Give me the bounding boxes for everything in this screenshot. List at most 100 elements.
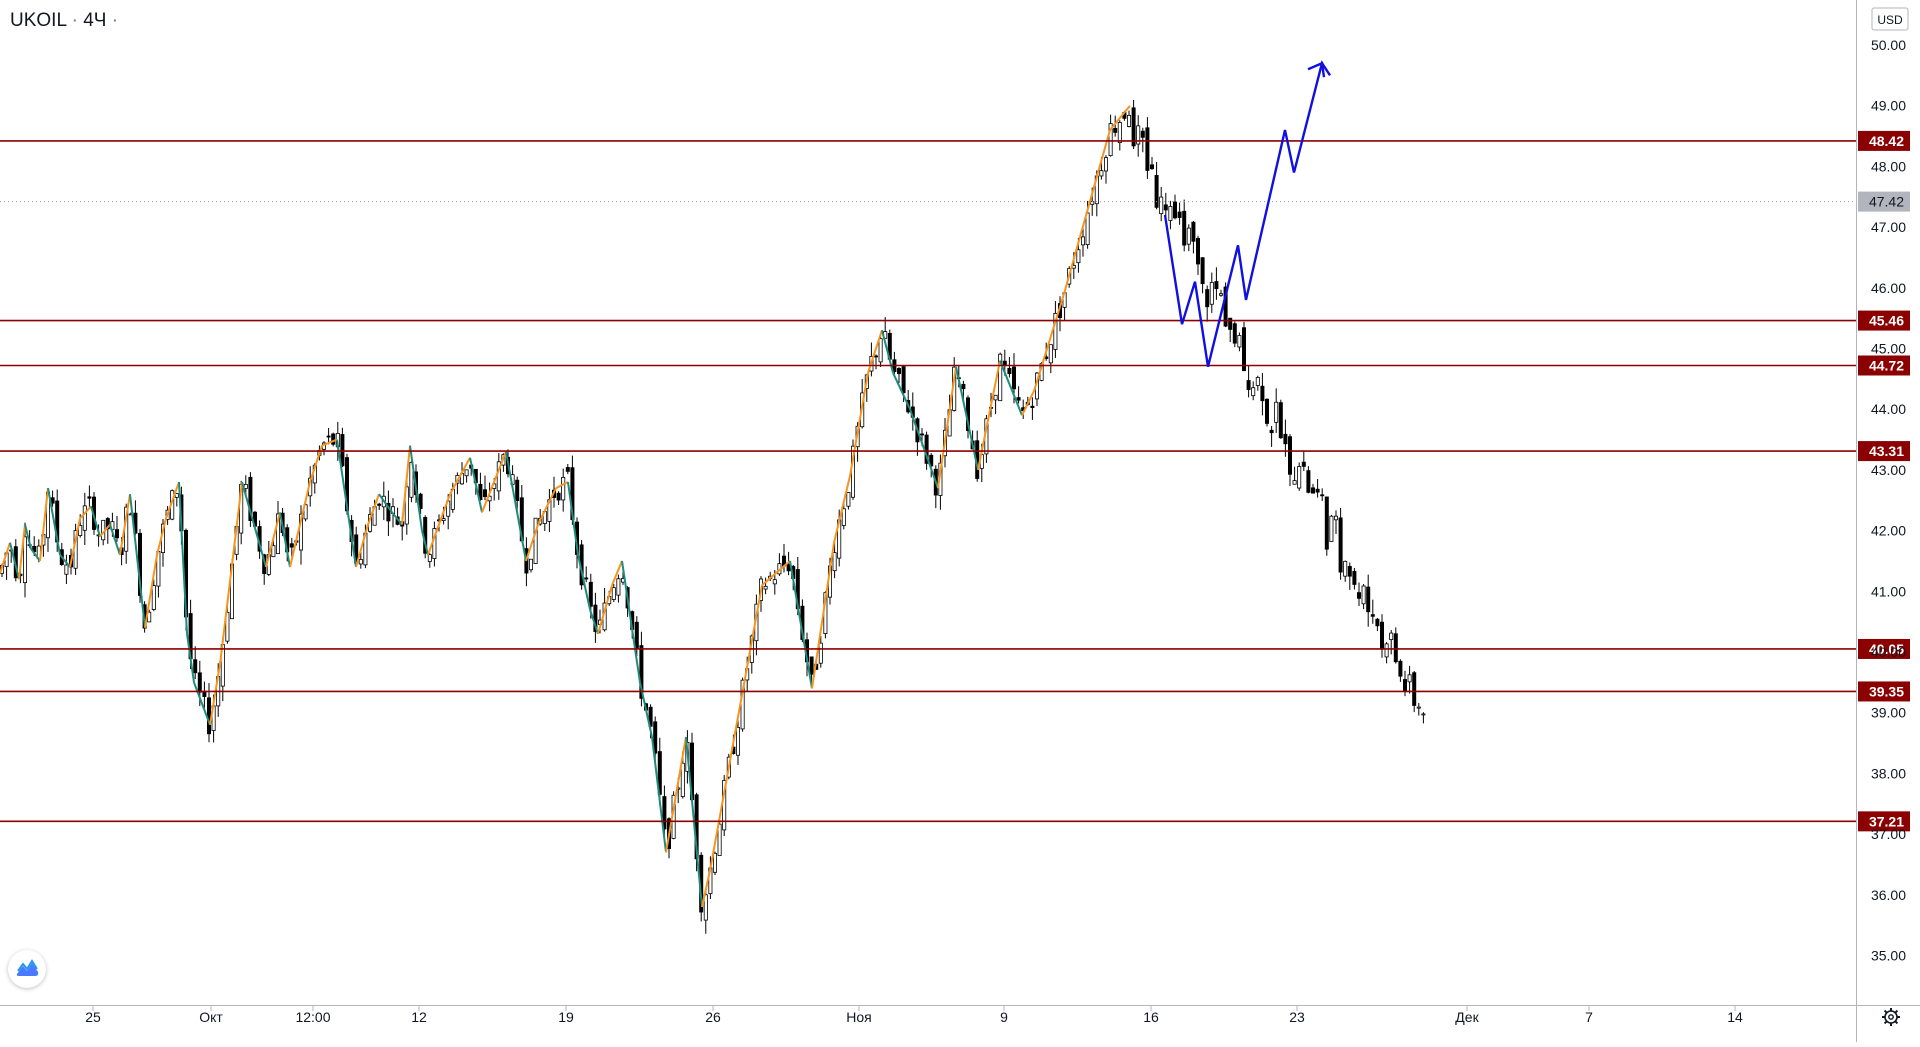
candle-body <box>377 503 382 506</box>
levels-layer: 48.42 45.46 44.72 43.31 40.05 39.35 37.21 47.42 <box>0 130 1910 832</box>
candle-body <box>1145 127 1150 171</box>
candle-body <box>225 611 230 642</box>
gear-icon[interactable] <box>1882 1008 1900 1026</box>
candle-body <box>832 552 837 572</box>
candle-body <box>1186 227 1191 245</box>
zigzag-segment <box>321 438 338 447</box>
zigzag-segment <box>279 512 291 568</box>
candle-body <box>634 621 639 649</box>
level-label-bg <box>1858 441 1910 462</box>
candle-body <box>1016 397 1021 401</box>
zigzag-segment <box>79 505 92 520</box>
candle-body <box>64 564 69 575</box>
zigzag-segment <box>449 457 471 495</box>
price-axis[interactable]: 35.00 36.00 37.00 38.00 39.00 40.00 41.00 42.00… <box>1871 37 1906 964</box>
zigzag-segment <box>90 506 101 537</box>
candle-body <box>1136 125 1141 145</box>
zigzag-segment <box>937 366 957 489</box>
time-axis[interactable]: 25 Окт 12:00 12 19 26 Ноя 9 16 23 Дек 7 14 <box>85 1006 1743 1025</box>
x-tick-label: 14 <box>1727 1009 1743 1025</box>
candle-body <box>1237 335 1242 348</box>
x-tick-label: 25 <box>85 1009 101 1025</box>
y-tick-label: 35.00 <box>1871 948 1906 964</box>
candle-body <box>1209 282 1214 305</box>
zigzag-segment <box>1033 293 1065 392</box>
zigzag-segment <box>469 457 483 513</box>
x-tick-label: 23 <box>1289 1009 1305 1025</box>
candle-body <box>1113 128 1118 133</box>
forecast-arrowhead <box>1307 61 1326 78</box>
candle-body <box>786 564 791 572</box>
zigzag-segment <box>186 633 195 683</box>
header-dot: · <box>111 10 119 31</box>
candle-body <box>1140 130 1145 138</box>
zigzag-segment <box>505 451 527 562</box>
zigzag-segment <box>611 560 623 586</box>
y-tick-label: 45.00 <box>1871 341 1906 357</box>
y-tick-label: 50.00 <box>1871 37 1906 53</box>
candle-body <box>331 433 336 445</box>
candle-body <box>1283 433 1288 445</box>
zigzag-segment <box>391 511 403 526</box>
zigzag-segment <box>1109 105 1131 131</box>
candle-body <box>464 469 469 477</box>
candle-body <box>841 508 846 526</box>
y-tick-label: 44.00 <box>1871 401 1906 417</box>
candle-body <box>1357 592 1362 599</box>
level-label: 45.46 <box>1869 313 1904 329</box>
candle-body <box>22 536 27 584</box>
candle-body <box>1127 114 1132 127</box>
zigzag-segment <box>9 542 20 580</box>
candle-body <box>515 479 520 502</box>
currency-button[interactable]: USD <box>1871 7 1909 31</box>
x-tick-label: 12:00 <box>295 1009 330 1025</box>
candle-body <box>556 492 561 501</box>
y-tick-label: 42.00 <box>1871 523 1906 539</box>
zigzag-segment <box>811 542 835 689</box>
candle-body <box>961 383 966 390</box>
candle-body <box>427 554 432 562</box>
candle-body <box>87 496 92 499</box>
tradingview-logo-icon[interactable] <box>8 950 46 988</box>
candle-body <box>561 477 566 501</box>
zigzag-segment <box>849 372 869 477</box>
zigzag-segment <box>977 360 1001 471</box>
candle-body <box>1182 210 1187 246</box>
y-tick-label: 43.00 <box>1871 462 1906 478</box>
symbol-header[interactable]: UKOIL · 4Ч · <box>10 10 118 32</box>
level-label-bg <box>1858 638 1910 659</box>
symbol-name: UKOIL <box>10 10 67 31</box>
candle-body <box>82 505 87 531</box>
zigzag-segment <box>241 481 267 568</box>
candle-body <box>1251 387 1256 397</box>
zigzag-segment <box>651 736 667 853</box>
candle-body <box>1297 466 1302 489</box>
candle-body <box>358 559 363 565</box>
candle-body <box>441 518 446 521</box>
candle-body <box>1228 317 1233 330</box>
zigzag-segment <box>665 736 687 853</box>
x-tick-label: 19 <box>558 1009 574 1025</box>
y-tick-label: 39.00 <box>1871 705 1906 721</box>
candle-body <box>1301 461 1306 467</box>
zigzag-segment <box>109 524 121 556</box>
candle-body <box>1053 312 1058 350</box>
candle-body <box>1334 515 1339 521</box>
zigzag-segment <box>701 870 711 908</box>
level-label-bg <box>1858 355 1910 376</box>
zigzag-segment <box>18 524 26 580</box>
candle-body <box>1324 496 1329 550</box>
candle-body <box>1191 221 1196 242</box>
zigzag-segment <box>955 366 979 471</box>
candle-body <box>1081 236 1086 246</box>
candle-body <box>1370 614 1375 617</box>
candle-body <box>1232 323 1237 344</box>
candle-body <box>1329 515 1334 542</box>
candle-body <box>248 476 253 521</box>
candle-body <box>1048 344 1053 364</box>
level-label: 44.72 <box>1869 357 1904 373</box>
candle-body <box>818 642 823 664</box>
zigzag-segment <box>265 512 281 568</box>
